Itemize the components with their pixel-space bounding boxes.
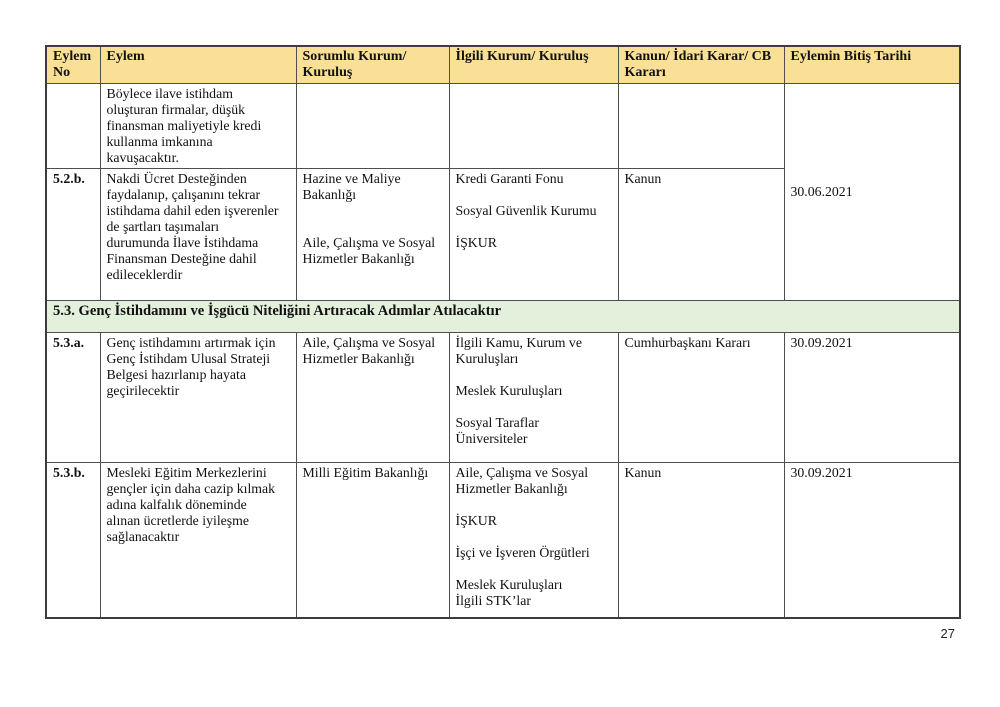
- header-eylem-no: Eylem No: [45, 45, 101, 84]
- cell-kanun: [617, 83, 785, 169]
- table-row-5-2-b: 5.2.b. Nakdi Ücret Desteğinden faydalanı…: [45, 168, 960, 301]
- section-title: 5.3. Genç İstihdamını ve İşgücü Niteliği…: [45, 300, 961, 333]
- cell-sorumlu: Aile, Çalışma ve Sosyal Hizmetler Bakanl…: [295, 332, 450, 463]
- table-row-5-3-a: 5.3.a. Genç istihdamını artırmak için Ge…: [45, 332, 961, 463]
- cell-eylem-no: [45, 83, 101, 169]
- cell-ilgili: [448, 83, 619, 169]
- cell-eylem: Nakdi Ücret Desteğinden faydalanıp, çalı…: [99, 168, 297, 301]
- cell-eylem-no: 5.3.a.: [45, 332, 101, 463]
- cell-eylem: Genç istihdamını artırmak için Genç İsti…: [99, 332, 297, 463]
- cell-tarih: 30.09.2021: [783, 462, 961, 618]
- header-bitis-tarihi: Eylemin Bitiş Tarihi: [783, 45, 961, 84]
- header-ilgili-kurum: İlgili Kurum/ Kuruluş: [448, 45, 619, 84]
- cell-tarih: 30.09.2021: [783, 332, 961, 463]
- cell-sorumlu: [295, 83, 450, 169]
- section-title-row: 5.3. Genç İstihdamını ve İşgücü Niteliği…: [45, 300, 961, 333]
- cell-eylem: Böylece ilave istihdam oluşturan firmala…: [99, 83, 297, 169]
- cell-eylem-no: 5.2.b.: [45, 168, 101, 301]
- table-header-row: Eylem No Eylem Sorumlu Kurum/ Kuruluş İl…: [45, 45, 961, 84]
- cell-kanun: Kanun: [617, 462, 785, 618]
- cell-sorumlu: Milli Eğitim Bakanlığı: [295, 462, 450, 618]
- cell-kanun: Cumhurbaşkanı Kararı: [617, 332, 785, 463]
- cell-eylem-no: 5.3.b.: [45, 462, 101, 618]
- cell-eylem: Mesleki Eğitim Merkezlerini gençler için…: [99, 462, 297, 618]
- cell-kanun: Kanun: [617, 168, 785, 301]
- cell-ilgili: Aile, Çalışma ve Sosyal Hizmetler Bakanl…: [448, 462, 619, 618]
- action-plan-table: Eylem No Eylem Sorumlu Kurum/ Kuruluş İl…: [45, 45, 961, 619]
- page-number: 27: [940, 626, 955, 641]
- cell-ilgili: Kredi Garanti Fonu Sosyal Güvenlik Kurum…: [448, 168, 619, 301]
- table-row-5-3-b: 5.3.b. Mesleki Eğitim Merkezlerini gençl…: [45, 462, 961, 618]
- cell-tarih-merged: 30.06.2021: [783, 83, 961, 301]
- cell-ilgili: İlgili Kamu, Kurum ve Kuruluşları Meslek…: [448, 332, 619, 463]
- header-sorumlu-kurum: Sorumlu Kurum/ Kuruluş: [295, 45, 450, 84]
- bitis-tarihi-value: 30.06.2021: [790, 184, 853, 199]
- header-eylem: Eylem: [99, 45, 297, 84]
- header-kanun-karar: Kanun/ İdari Karar/ CB Kararı: [617, 45, 785, 84]
- cell-sorumlu: Hazine ve Maliye Bakanlığı Aile, Çalışma…: [295, 168, 450, 301]
- table-row-continuation: Böylece ilave istihdam oluşturan firmala…: [45, 83, 961, 301]
